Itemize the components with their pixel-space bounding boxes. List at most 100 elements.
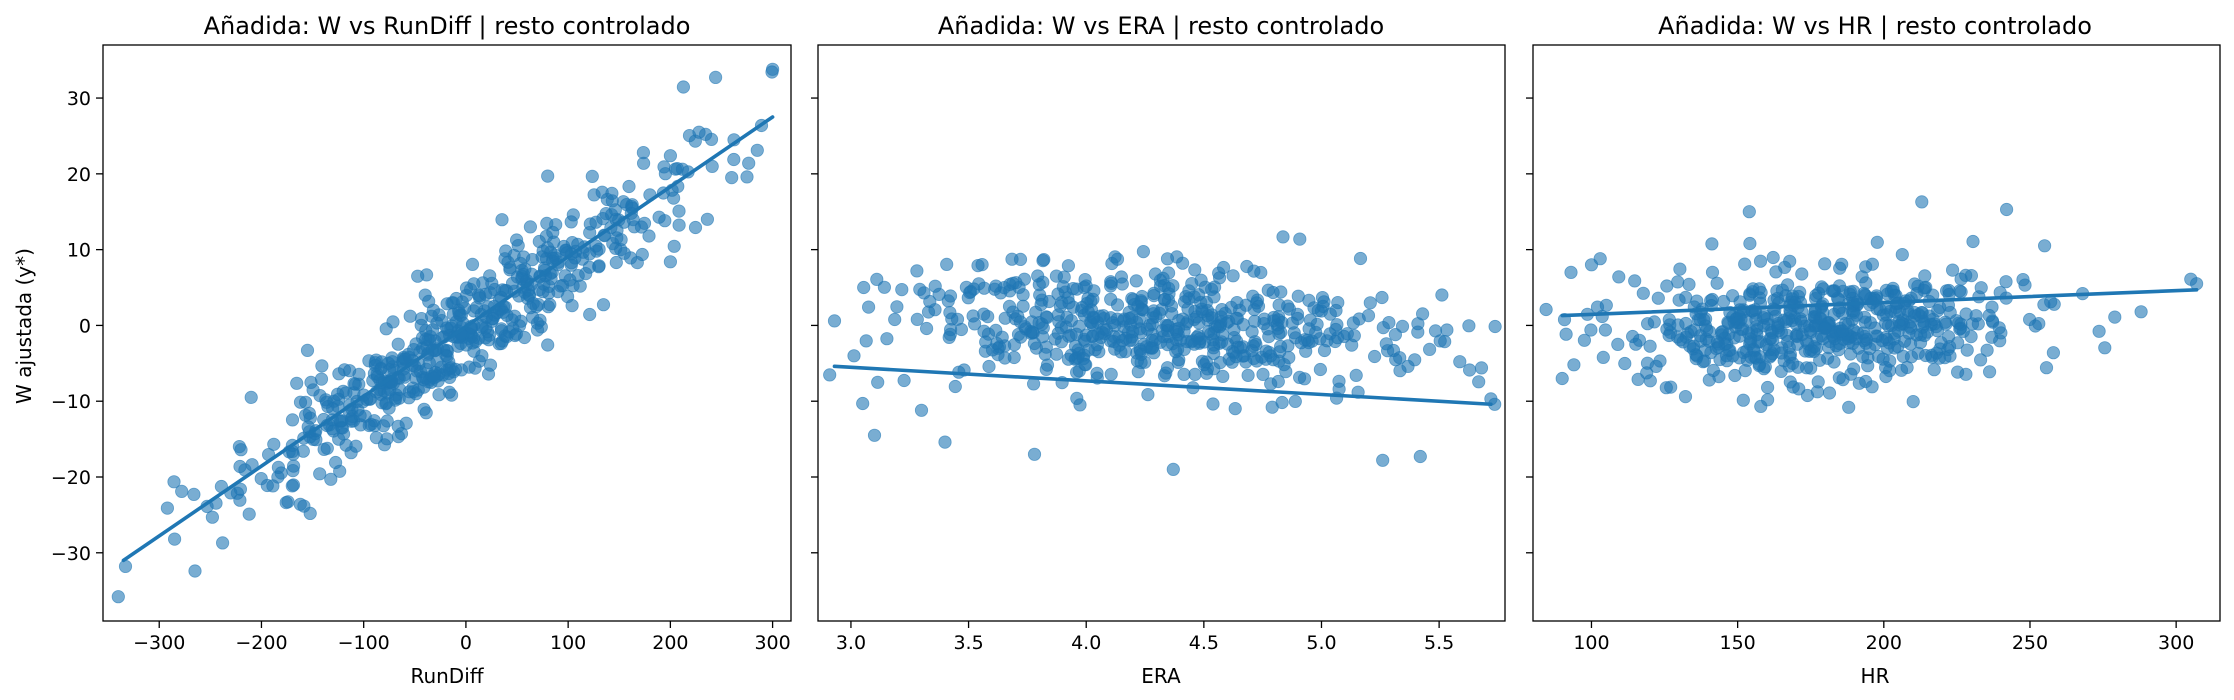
x-tick-label: −200 [235, 632, 287, 654]
x-tick-label: 100 [1573, 632, 1609, 654]
scatter-point [534, 320, 548, 334]
scatter-point [989, 323, 1003, 337]
scatter-point [1363, 296, 1377, 310]
scatter-point [465, 257, 480, 271]
scatter-point [1712, 369, 1726, 384]
scatter-point [587, 188, 601, 202]
scatter-point [417, 402, 431, 416]
scatter-point [1618, 356, 1632, 371]
scatter-point [483, 358, 498, 372]
scatter-point [914, 403, 929, 417]
scatter-point [1170, 250, 1184, 264]
scatter-point [1147, 286, 1161, 300]
scatter-point [458, 301, 472, 315]
scatter-point [1148, 267, 1163, 281]
scatter-point [1303, 313, 1318, 327]
x-tick-label: 3.5 [953, 632, 983, 654]
scatter-point [1017, 272, 1032, 286]
scatter-point [1913, 335, 1928, 350]
scatter-point [517, 330, 532, 345]
scatter-point [932, 287, 946, 301]
x-tick-label: 300 [754, 632, 790, 654]
scatter-point [666, 191, 681, 205]
scatter-point [1960, 343, 1974, 357]
scatter-point [1275, 395, 1289, 410]
scatter-point [622, 179, 636, 194]
scatter-point [1006, 276, 1020, 290]
scatter-point [1277, 357, 1291, 372]
scatter-point [290, 376, 304, 390]
scatter-point [1293, 232, 1307, 246]
scatter-point [160, 501, 174, 515]
scatter-point [501, 255, 515, 269]
scatter-point [1896, 349, 1910, 363]
scatter-point [342, 364, 357, 378]
scatter-point [867, 428, 882, 442]
scatter-point [1705, 265, 1720, 279]
scatter-point [573, 279, 587, 293]
scatter-point [1052, 315, 1066, 329]
scatter-point [298, 395, 313, 409]
scatter-point [1817, 321, 1832, 336]
scatter-point [676, 80, 691, 94]
scatter-point [286, 447, 300, 461]
scatter-point [857, 280, 871, 295]
fit-line [1560, 287, 2199, 318]
scatter-point [1683, 339, 1697, 353]
scatter-point [1115, 277, 1129, 291]
scatter-point [1900, 360, 1914, 375]
scatter-point [1919, 280, 1933, 294]
scatter-point [483, 269, 497, 283]
scatter-point [1651, 291, 1665, 305]
scatter-point [260, 478, 274, 493]
scatter-point [1245, 325, 1259, 339]
scatter-point [1250, 354, 1264, 368]
scatter-point [596, 298, 611, 312]
y-tick-label: 30 [67, 88, 91, 110]
scatter-point [1964, 329, 1978, 344]
scatter-point [1134, 347, 1148, 361]
scatter-point [1302, 335, 1316, 350]
scatter-point [1564, 265, 1578, 279]
scatter-point [609, 255, 623, 270]
scatter-point [1229, 350, 1243, 364]
scatter-point [463, 282, 478, 297]
scatter-point [1728, 368, 1742, 383]
scatter-point [1271, 374, 1285, 389]
scatter-point [1643, 374, 1657, 388]
scatter-point [727, 152, 741, 167]
scatter-point [2039, 361, 2054, 375]
scatter-point [1438, 334, 1452, 349]
scatter-point [1778, 260, 1792, 274]
scatter-point [1440, 323, 1454, 337]
scatter-point [1856, 326, 1871, 340]
data-marks [823, 230, 1502, 476]
scatter-point [271, 460, 285, 474]
scatter-point [1170, 324, 1184, 339]
scatter-point [1230, 311, 1245, 325]
scatter-point [688, 220, 703, 235]
scatter-point [1567, 358, 1581, 372]
scatter-point [1710, 335, 1724, 349]
scatter-point [998, 351, 1012, 365]
x-tick-label: 100 [550, 632, 586, 654]
scatter-point [1816, 305, 1830, 320]
scatter-point [583, 307, 597, 322]
scatter-point [509, 233, 524, 247]
scatter-point [297, 499, 311, 513]
scatter-point [546, 225, 560, 239]
scatter-point [672, 204, 686, 218]
plot-area: 3.0 3.5 4.0 4.5 5.0 5.5 [811, 97, 1502, 654]
scatter-point [385, 351, 399, 365]
scatter-point [564, 258, 578, 272]
scatter-point [1171, 355, 1185, 369]
scatter-point [397, 370, 412, 384]
scatter-point [1134, 325, 1148, 340]
scatter-point [1906, 394, 1920, 409]
scatter-point [1126, 293, 1140, 307]
scatter-point [1136, 245, 1151, 259]
scatter-point [1250, 296, 1264, 310]
scatter-point [1104, 367, 1118, 381]
scatter-point [1423, 342, 1437, 356]
